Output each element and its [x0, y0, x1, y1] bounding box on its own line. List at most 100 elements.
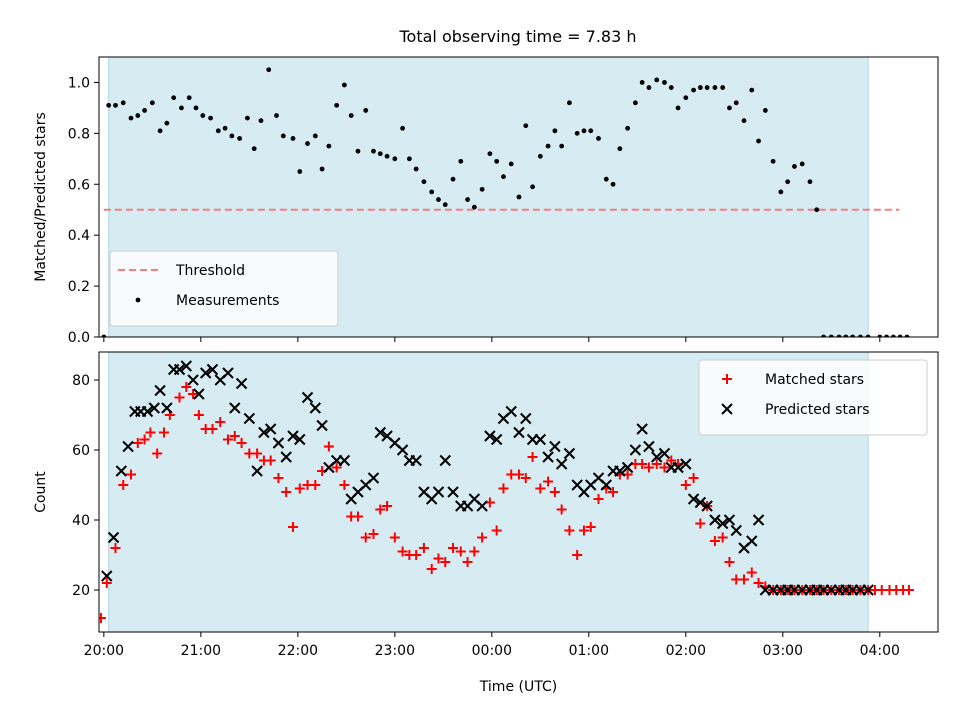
data-point: [397, 546, 408, 557]
data-point: [836, 334, 842, 337]
data-point: [287, 430, 299, 442]
data-point: [229, 431, 240, 441]
data-point: [746, 567, 757, 578]
data-point: [294, 483, 305, 494]
data-point: [316, 419, 328, 432]
data-point: [552, 128, 558, 134]
data-point: [132, 438, 143, 448]
data-point: [338, 454, 351, 467]
x-tick-label: 23:00: [375, 643, 415, 659]
data-point: [549, 487, 560, 497]
data-point: [545, 143, 551, 149]
data-point: [542, 451, 554, 463]
data-point: [141, 405, 154, 418]
y-tick-label: 40: [72, 513, 90, 529]
data-point: [585, 522, 596, 532]
y-tick-label: 0.4: [68, 228, 90, 244]
data-point: [695, 518, 706, 529]
data-point: [164, 120, 170, 126]
data-point: [479, 186, 485, 192]
x-tick-label: 01:00: [569, 643, 609, 659]
data-point: [432, 486, 445, 498]
data-point: [596, 136, 601, 141]
data-point: [251, 146, 257, 152]
data-point: [498, 483, 509, 494]
data-point: [142, 108, 147, 113]
data-point: [193, 388, 205, 400]
data-point: [323, 441, 334, 452]
data-point: [897, 334, 903, 337]
count-panel: 20 40 60 80 20:00 21:00 22:00 23:00 00:00 01:00 02…: [33, 351, 939, 695]
data-point: [581, 128, 587, 134]
data-point: [890, 334, 896, 337]
data-point: [266, 67, 272, 73]
data-point: [243, 412, 256, 425]
data-point: [418, 543, 429, 553]
data-point: [122, 440, 134, 453]
series-measurements: [101, 67, 910, 337]
data-point: [148, 402, 160, 414]
data-point: [447, 486, 459, 498]
data-point: [128, 115, 134, 121]
data-point: [659, 462, 670, 473]
axes-frame: [98, 351, 939, 633]
data-point: [110, 543, 121, 553]
data-point: [440, 557, 451, 567]
y-tick-label: 0.0: [68, 330, 90, 346]
data-point: [484, 430, 496, 442]
data-point: [593, 494, 604, 504]
data-point: [174, 392, 185, 403]
y-tick-label: 1.0: [68, 75, 90, 91]
data-point: [429, 189, 435, 195]
data-point: [756, 138, 761, 144]
data-point: [658, 447, 671, 460]
series-predicted-stars: [101, 360, 874, 596]
data-point: [294, 433, 306, 446]
data-point: [625, 125, 631, 131]
data-point: [442, 202, 448, 208]
data-point: [709, 536, 720, 546]
data-point: [193, 410, 204, 420]
data-point: [360, 532, 371, 543]
data-point: [426, 564, 437, 574]
data-point: [258, 118, 264, 124]
data-point: [101, 334, 107, 337]
data-point: [704, 85, 710, 90]
data-point: [326, 143, 332, 149]
data-point: [312, 133, 318, 139]
data-point: [709, 514, 721, 526]
data-point: [513, 469, 524, 480]
x-tick-label: 02:00: [666, 643, 706, 659]
legend-box: [698, 359, 928, 436]
data-point: [578, 525, 589, 536]
data-point: [501, 174, 506, 180]
y-tick-label: 0.2: [68, 279, 90, 295]
y-axis-label: Count: [33, 471, 49, 513]
data-point: [465, 197, 470, 202]
data-point: [287, 522, 298, 532]
data-point: [723, 514, 736, 526]
x-tick-label: 03:00: [763, 643, 803, 659]
data-point: [154, 384, 166, 397]
data-point: [632, 100, 638, 106]
data-point: [149, 100, 155, 106]
data-point: [858, 334, 863, 337]
data-layer: [101, 67, 910, 337]
data-point: [458, 158, 464, 164]
data-point: [785, 179, 791, 185]
data-point: [157, 128, 163, 134]
data-point: [200, 113, 206, 118]
legend: Matched stars Predicted stars: [698, 359, 928, 436]
data-point: [406, 156, 412, 162]
data-point: [636, 423, 648, 435]
data-point: [654, 77, 660, 83]
data-point: [559, 143, 565, 149]
data-point: [749, 87, 755, 93]
data-point: [530, 184, 535, 190]
data-point: [643, 462, 654, 473]
x-tick-label: 04:00: [860, 643, 900, 659]
y-tick-label: 0.8: [68, 126, 90, 142]
data-point: [448, 543, 459, 553]
data-point: [101, 578, 112, 588]
legend-handle: [721, 403, 733, 415]
